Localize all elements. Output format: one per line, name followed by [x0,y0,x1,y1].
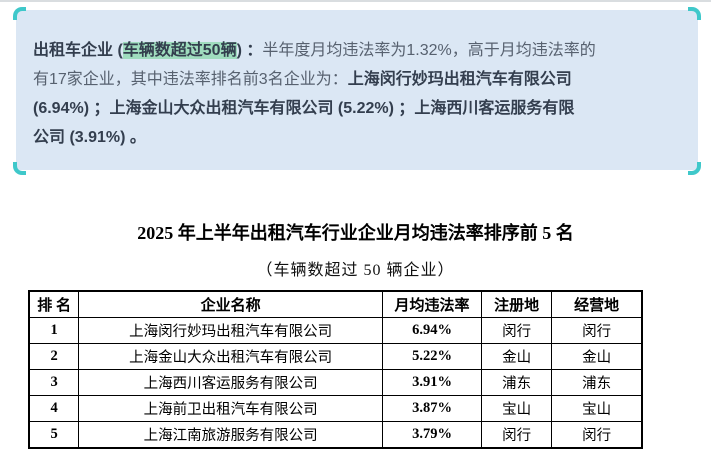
callout-box: 出租车企业 (车辆数超过50辆) ：半年度月均违法率为1.32%，高于月均违法率… [13,7,701,175]
column-header: 企业名称 [78,290,384,318]
violation-rate-cell: 5.22% [382,343,482,370]
operating-place-cell: 金山 [551,343,643,370]
callout-segment: 车辆数超过50辆 [122,42,237,59]
violation-rate-cell: 3.79% [382,421,482,449]
callout-segment: 公司 (3.91%) 。 [33,129,146,146]
callout-line: (6.94%) ；上海金山大众出租汽车有限公司 (5.22%) ；上海西川客运服… [33,94,684,123]
callout-segment: 半年度月均违法率为1.32%，高于月均违法率的 [262,42,596,59]
column-header: 月均违法率 [382,290,482,318]
callout-line: 出租车企业 (车辆数超过50辆) ：半年度月均违法率为1.32%，高于月均违法率… [33,36,684,65]
company-name-cell: 上海金山大众出租汽车有限公司 [78,343,384,370]
callout-segment: 出租车企业 ( [33,42,123,59]
operating-place-cell: 闵行 [551,317,643,344]
ranking-table: 排 名企业名称 月均违法率 注册地 经营地 1 上海闵行妙玛出租汽车有限公司 6.94% 闵… [28,290,643,449]
operating-place-cell: 浦东 [551,369,643,396]
rank-cell: 5 [28,421,80,449]
column-header: 经营地 [551,290,643,318]
table-row: 3 上海西川客运服务有限公司 3.91% 浦东 浦东 [28,369,643,396]
table-row: 1 上海闵行妙玛出租汽车有限公司 6.94% 闵行 闵行 [28,317,643,344]
company-name-cell: 上海江南旅游服务有限公司 [78,421,384,449]
callout-segment: 有17家企业，其中违法率排名前3名企业为： [33,71,348,88]
callout-segment: ) ： [236,42,263,59]
rank-cell: 2 [28,343,80,370]
operating-place-cell: 闵行 [551,421,643,449]
callout-line: 有17家企业，其中违法率排名前3名企业为：上海闵行妙玛出租汽车有限公司 [33,65,684,94]
corner-bracket-top-left-icon [13,7,26,20]
company-name-cell: 上海闵行妙玛出租汽车有限公司 [78,317,384,344]
registered-place-cell: 浦东 [480,369,553,396]
rank-cell: 1 [28,317,80,344]
callout-segment: 上海闵行妙玛出租汽车有限公司 [347,71,572,88]
violation-rate-cell: 6.94% [382,317,482,344]
ranking-subtitle: （车辆数超过 50 辆企业） [256,262,455,279]
rank-cell: 4 [28,395,80,422]
callout-text: 出租车企业 (车辆数超过50辆) ：半年度月均违法率为1.32%，高于月均违法率… [33,36,684,152]
table-row: 2 上海金山大众出租汽车有限公司 5.22% 金山 金山 [28,343,643,370]
company-name-cell: 上海西川客运服务有限公司 [78,369,384,396]
operating-place-cell: 宝山 [551,395,643,422]
violation-rate-cell: 3.91% [382,369,482,396]
column-header: 排 名 [28,290,80,318]
table-row: 5 上海江南旅游服务有限公司 3.79% 闵行 闵行 [28,421,643,449]
table-header-row: 排 名企业名称 月均违法率 注册地 经营地 [28,290,643,318]
callout-segment: (6.94%) ；上海金山大众出租汽车有限公司 (5.22%) ；上海西川客运服… [33,100,575,117]
rank-cell: 3 [28,369,80,396]
corner-bracket-bottom-right-icon [688,162,701,175]
registered-place-cell: 金山 [480,343,553,370]
corner-bracket-bottom-left-icon [13,162,26,175]
ranking-title: 2025 年上半年出租汽车行业企业月均违法率排序前 5 名 [137,223,574,243]
registered-place-cell: 闵行 [480,317,553,344]
callout-line: 公司 (3.91%) 。 [33,123,684,152]
company-name-cell: 上海前卫出租汽车有限公司 [78,395,384,422]
column-header: 注册地 [480,290,553,318]
corner-bracket-top-right-icon [688,7,701,20]
registered-place-cell: 宝山 [480,395,553,422]
window-top-divider [0,0,711,2]
registered-place-cell: 闵行 [480,421,553,449]
violation-rate-cell: 3.87% [382,395,482,422]
table-row: 4 上海前卫出租汽车有限公司 3.87% 宝山 宝山 [28,395,643,422]
